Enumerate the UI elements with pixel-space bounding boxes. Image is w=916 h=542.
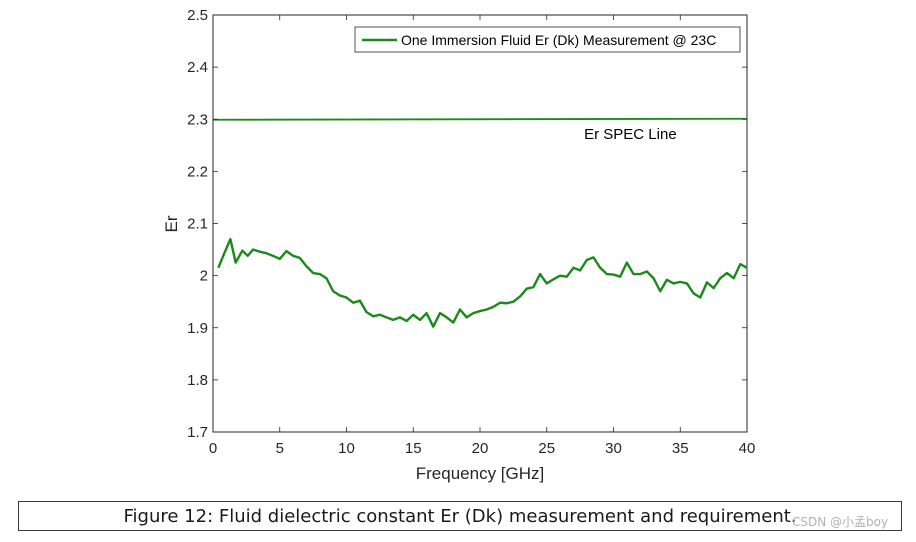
y-tick-label: 2.5 [187, 7, 208, 24]
y-tick-label: 2.1 [187, 216, 208, 233]
y-tick-label: 2.2 [187, 163, 208, 180]
x-tick-label: 25 [538, 440, 555, 457]
series-line-measurement [217, 237, 748, 328]
x-tick-label: 10 [338, 440, 355, 457]
legend-entry: One Immersion Fluid Er (Dk) Measurement … [401, 32, 716, 48]
series-line-spec [212, 117, 748, 121]
x-tick-label: 40 [739, 440, 756, 457]
x-tick-label: 0 [209, 440, 217, 457]
x-tick-label: 35 [672, 440, 689, 457]
chart: 0 5 10 15 20 25 30 35 40 1.7 1.8 1.9 2 2.1 2.2 2.3 2.4 2.… [162, 7, 756, 483]
x-tick-label: 20 [472, 440, 489, 457]
x-axis-label: Frequency [GHz] [416, 464, 545, 483]
x-tick-label: 5 [276, 440, 284, 457]
y-tick-label: 1.9 [187, 320, 208, 337]
y-tick-label: 2.4 [187, 59, 208, 76]
legend: One Immersion Fluid Er (Dk) Measurement … [354, 26, 741, 53]
legend-box [354, 26, 741, 53]
caption-box: Figure 12: Fluid dielectric constant Er … [18, 501, 902, 531]
y-tick-label: 2 [200, 268, 208, 285]
y-tick-label: 1.7 [187, 424, 208, 441]
y-axis-label: Er [162, 215, 181, 232]
plot-area [212, 14, 748, 433]
x-tick-label: 30 [605, 440, 622, 457]
y-tick-label: 2.3 [187, 111, 208, 128]
figure-caption: Figure 12: Fluid dielectric constant Er … [123, 505, 797, 527]
x-tick-label: 15 [405, 440, 422, 457]
watermark: CSDN @小孟boy [792, 515, 889, 529]
annotation-er-spec-line: Er SPEC Line [584, 126, 677, 143]
y-tick-label: 1.8 [187, 372, 208, 389]
